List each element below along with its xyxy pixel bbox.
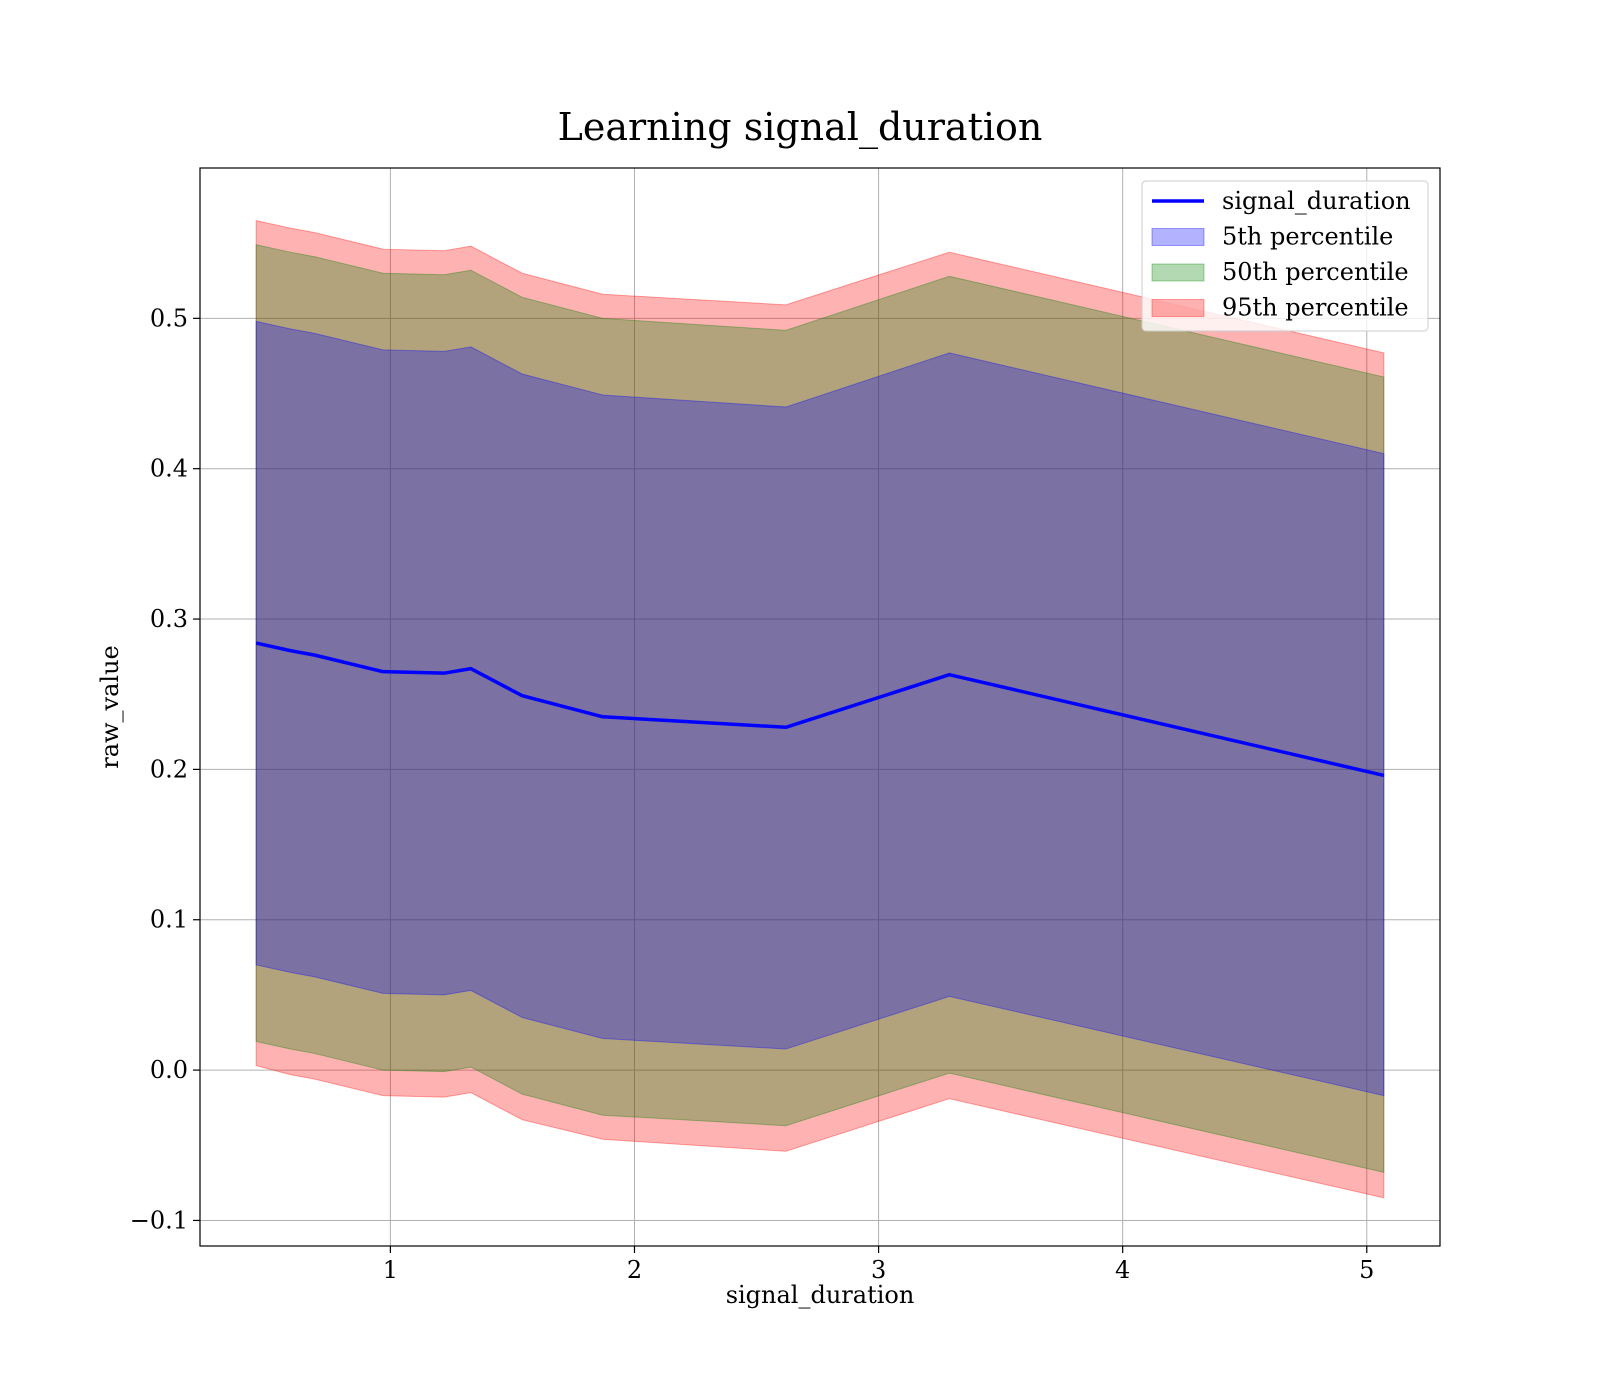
x-axis: 1 2 3 4 5 [383,1246,1374,1284]
grid [200,168,1440,1246]
y-axis: −0.1 0.0 0.1 0.2 0.3 0.4 0.5 [130,304,200,1234]
y-tick-label: 0.4 [150,455,188,483]
legend-label: 95th percentile [1222,294,1409,322]
legend-box [1141,180,1429,332]
y-tick-label: 0.0 [150,1056,188,1084]
legend-swatch [1151,299,1205,317]
x-tick-label: 2 [627,1256,642,1284]
y-tick-label: 0.5 [150,304,188,332]
legend-swatch [1151,228,1205,246]
legend-swatch [1151,263,1205,282]
y-tick-label: 0.3 [150,605,188,633]
plot-background [200,168,1440,1246]
plot-frame [199,167,1441,1247]
legend-label: signal_duration [1222,187,1411,215]
y-tick-label: 0.2 [150,755,188,783]
band-50th-percentile [255,244,1385,1173]
x-tick-label: 1 [383,1256,398,1284]
band-95th-percentile [255,220,1385,1199]
y-axis-label: raw_value [96,645,124,769]
y-tick-label: −0.1 [130,1206,188,1234]
x-tick-label: 5 [1359,1256,1374,1284]
x-axis-label: signal_duration [726,1281,915,1309]
x-tick-label: 3 [871,1256,886,1284]
y-tick-label: 0.1 [150,906,188,934]
plot-area [199,167,1441,1247]
legend-label: 5th percentile [1222,223,1393,251]
series-line-signal-duration [255,641,1385,778]
chart-title: Learning signal_duration [558,105,1043,150]
band-5th-percentile [255,320,1385,1097]
series-lines [255,641,1385,778]
legend: signal_duration 5th percentile 50th percen… [1141,180,1429,332]
x-tick-label: 4 [1115,1256,1130,1284]
legend-label: 50th percentile [1222,258,1409,286]
percentile-bands [255,220,1385,1199]
